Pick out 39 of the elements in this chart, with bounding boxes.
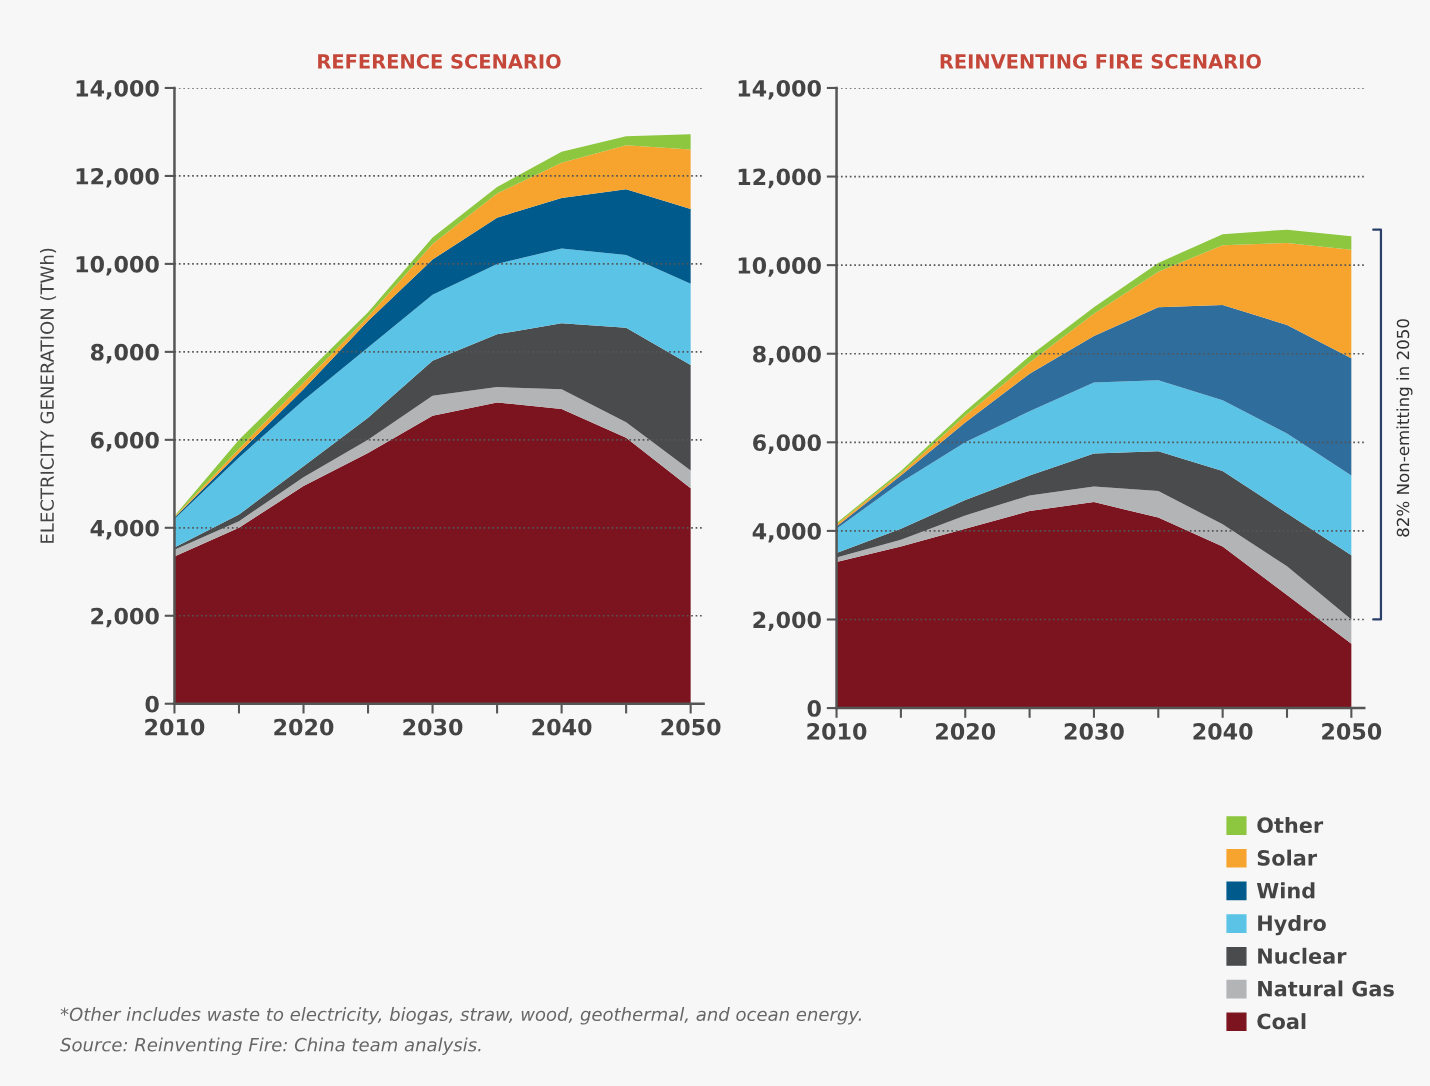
legend-label: Coal — [1257, 1013, 1306, 1030]
text: 82% Non-emitting in 2050 — [1396, 319, 1413, 537]
x-tick-label: 2030 — [1064, 723, 1124, 740]
source-note: Source: Reinventing Fire: China team analysis. — [60, 1037, 481, 1055]
y-tick-label: 12,000 — [738, 168, 821, 189]
y-tick-label: 2,000 — [91, 607, 159, 628]
x-tick-label: 2050 — [661, 718, 721, 736]
x-tick-label: 2020 — [936, 723, 996, 740]
legend-label: Natural Gas — [1258, 980, 1394, 997]
y-tick-label: 4,000 — [90, 519, 159, 540]
y-tick-label: 14,000 — [76, 79, 159, 100]
y-axis-title: ELECTRICITY GENERATION (TWh) — [39, 248, 57, 543]
y-tick-label: 8,000 — [90, 343, 159, 364]
y-tick-label: 14,000 — [738, 79, 821, 100]
legend-label: Other — [1257, 816, 1324, 834]
x-tick-label: 2050 — [1322, 723, 1382, 740]
legend-label: Solar — [1257, 849, 1317, 866]
x-tick-label: 2040 — [532, 718, 592, 736]
x-tick-label: 2040 — [1193, 723, 1253, 740]
y-tick-label: 4,000 — [752, 522, 821, 543]
legend-label: Nuclear — [1258, 947, 1347, 964]
y-tick-label: 10,000 — [738, 257, 821, 277]
text: *Other includes waste to electricity, biogas, straw, wood, geothermal, and ocean energy. — [60, 1007, 861, 1025]
y-tick-label: 0 — [145, 695, 159, 713]
legend-label: Wind — [1256, 882, 1315, 899]
y-tick-label: 6,000 — [753, 434, 821, 454]
x-tick-label: 2010 — [145, 718, 205, 736]
x-tick-label: 2020 — [274, 718, 334, 736]
y-tick-label: 0 — [807, 700, 821, 717]
y-tick-label: 10,000 — [76, 255, 159, 276]
y-tick-label: 6,000 — [90, 431, 159, 452]
y-tick-label: 2,000 — [753, 611, 821, 632]
x-tick-label: 2010 — [807, 723, 867, 740]
legend-label: Hydro — [1258, 914, 1326, 936]
y-tick-label: 8,000 — [753, 345, 821, 366]
y-tick-label: 12,000 — [76, 167, 159, 188]
chart-title: REINVENTING FIRE SCENARIO — [940, 54, 1261, 69]
chart-title: REFERENCE SCENARIO — [318, 54, 561, 69]
x-tick-label: 2030 — [403, 718, 463, 736]
